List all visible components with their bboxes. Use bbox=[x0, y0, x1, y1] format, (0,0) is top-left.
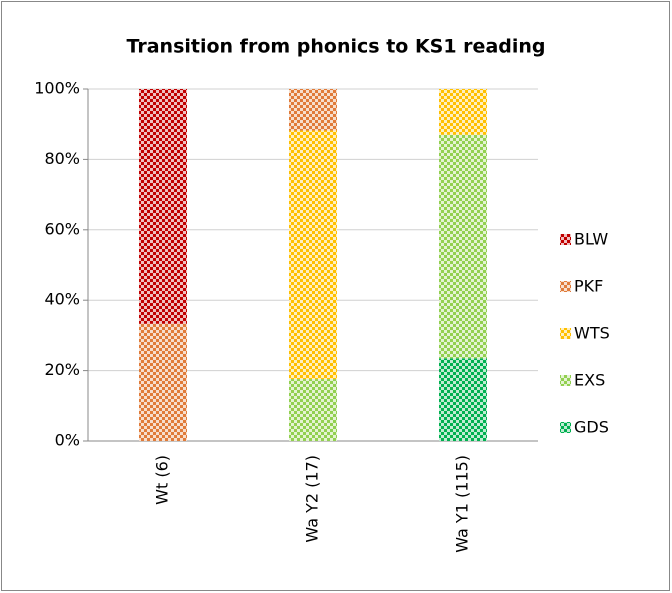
bar-segment bbox=[289, 379, 337, 441]
chart-title: Transition from phonics to KS1 reading bbox=[126, 36, 545, 58]
bar-segment bbox=[139, 323, 187, 441]
bar-segment bbox=[139, 89, 187, 324]
legend-swatch bbox=[560, 281, 571, 292]
legend-swatch bbox=[560, 422, 571, 433]
y-tick-label: 60% bbox=[44, 219, 80, 238]
legend-label: WTS bbox=[574, 324, 610, 343]
legend-label: PKF bbox=[574, 277, 603, 296]
legend-swatch bbox=[560, 234, 571, 245]
y-tick-label: 0% bbox=[55, 431, 80, 450]
x-tick-label: Wt (6) bbox=[153, 455, 172, 505]
bar-segment bbox=[289, 130, 337, 380]
y-tick-label: 100% bbox=[34, 79, 80, 98]
bar-segment bbox=[289, 89, 337, 131]
y-tick-label: 20% bbox=[44, 360, 80, 379]
legend-label: BLW bbox=[574, 230, 608, 249]
legend-swatch bbox=[560, 328, 571, 339]
legend-label: GDS bbox=[574, 418, 609, 437]
y-tick-label: 80% bbox=[44, 149, 80, 168]
bar-segment bbox=[439, 358, 487, 441]
y-tick-label: 40% bbox=[44, 290, 80, 309]
bar-segment bbox=[439, 89, 487, 135]
x-tick-label: Wa Y2 (17) bbox=[303, 455, 322, 543]
bar-segment bbox=[439, 134, 487, 359]
legend-swatch bbox=[560, 375, 571, 386]
legend-label: EXS bbox=[574, 371, 605, 390]
x-tick-label: Wa Y1 (115) bbox=[453, 455, 472, 553]
